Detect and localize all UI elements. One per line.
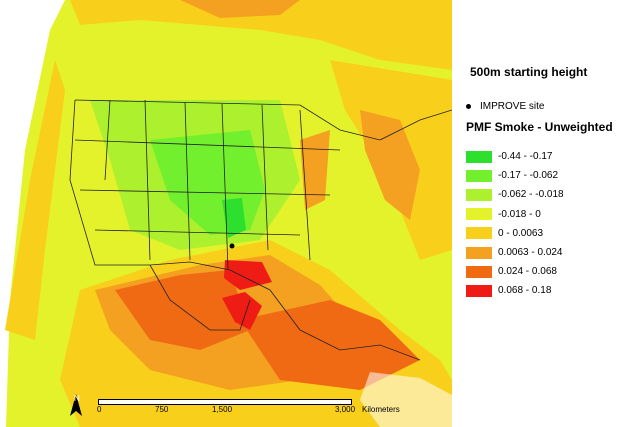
legend-label: 0.068 - 0.18 (498, 285, 552, 297)
legend-item: -0.17 - -0.062 (466, 166, 564, 185)
legend-swatch (466, 208, 492, 221)
legend-label: -0.062 - -0.018 (498, 189, 564, 201)
legend-swatch (466, 246, 492, 259)
legend-item: 0.024 - 0.068 (466, 262, 564, 281)
scale-rule (98, 399, 352, 405)
legend-item: 0.068 - 0.18 (466, 281, 564, 300)
scale-unit: Kilometers (362, 405, 400, 414)
legend-item: 0.0063 - 0.024 (466, 243, 564, 262)
smoke-map (5, 0, 452, 427)
legend-swatch (466, 265, 492, 278)
north-arrow (68, 394, 84, 422)
legend-label: -0.018 - 0 (498, 208, 541, 220)
boundary-lines (69, 99, 452, 361)
site-legend: IMPROVE site (466, 101, 544, 112)
legend-label: -0.17 - -0.062 (498, 170, 559, 182)
site-dot-icon (466, 103, 471, 109)
legend-swatch (466, 150, 492, 163)
legend-swatch (466, 188, 492, 201)
site-legend-label: IMPROVE site (480, 101, 545, 112)
gulf-water (360, 372, 452, 427)
scale-bar: 0 750 1,500 3,000 Kilometers (94, 399, 424, 421)
region-northeast-orange (360, 110, 420, 220)
legend-label: 0.024 - 0.068 (498, 266, 557, 278)
legend-swatch (466, 284, 492, 297)
region-plains-bright-green (222, 198, 246, 238)
map-title: 500m starting height (470, 65, 588, 79)
region-texas-red-south (222, 292, 262, 330)
legend-item: -0.44 - -0.17 (466, 147, 564, 166)
legend-item: 0 - 0.0063 (466, 224, 564, 243)
region-north-warm (70, 0, 452, 70)
scale-tick-3000: 3,000 (335, 405, 356, 414)
region-east-orange (300, 130, 330, 210)
region-texas-red-north (224, 260, 272, 290)
legend-swatch (466, 169, 492, 182)
legend-label: 0.0063 - 0.024 (498, 247, 563, 259)
scale-tick-750: 750 (155, 405, 169, 414)
legend-panel: 500m starting height IMPROVE site PMF Sm… (452, 0, 622, 427)
region-north-orange (180, 0, 300, 18)
improve-site-marker (229, 243, 235, 249)
legend-item: -0.062 - -0.018 (466, 185, 564, 204)
scale-tick-0: 0 (97, 405, 102, 414)
map-panel: N 0 750 1,500 3,000 Kilometers (5, 0, 452, 427)
region-westcoast-warm (5, 60, 65, 340)
scale-tick-1500: 1,500 (212, 405, 233, 414)
legend-label: 0 - 0.0063 (498, 227, 544, 239)
legend-swatch (466, 227, 492, 240)
legend-label: -0.44 - -0.17 (498, 151, 553, 163)
north-label: N (74, 394, 80, 403)
legend-title: PMF Smoke - Unweighted (466, 120, 613, 134)
legend-item: -0.018 - 0 (466, 205, 564, 224)
legend-list: -0.44 - -0.17 -0.17 - -0.062 -0.062 - -0.0… (466, 147, 564, 301)
